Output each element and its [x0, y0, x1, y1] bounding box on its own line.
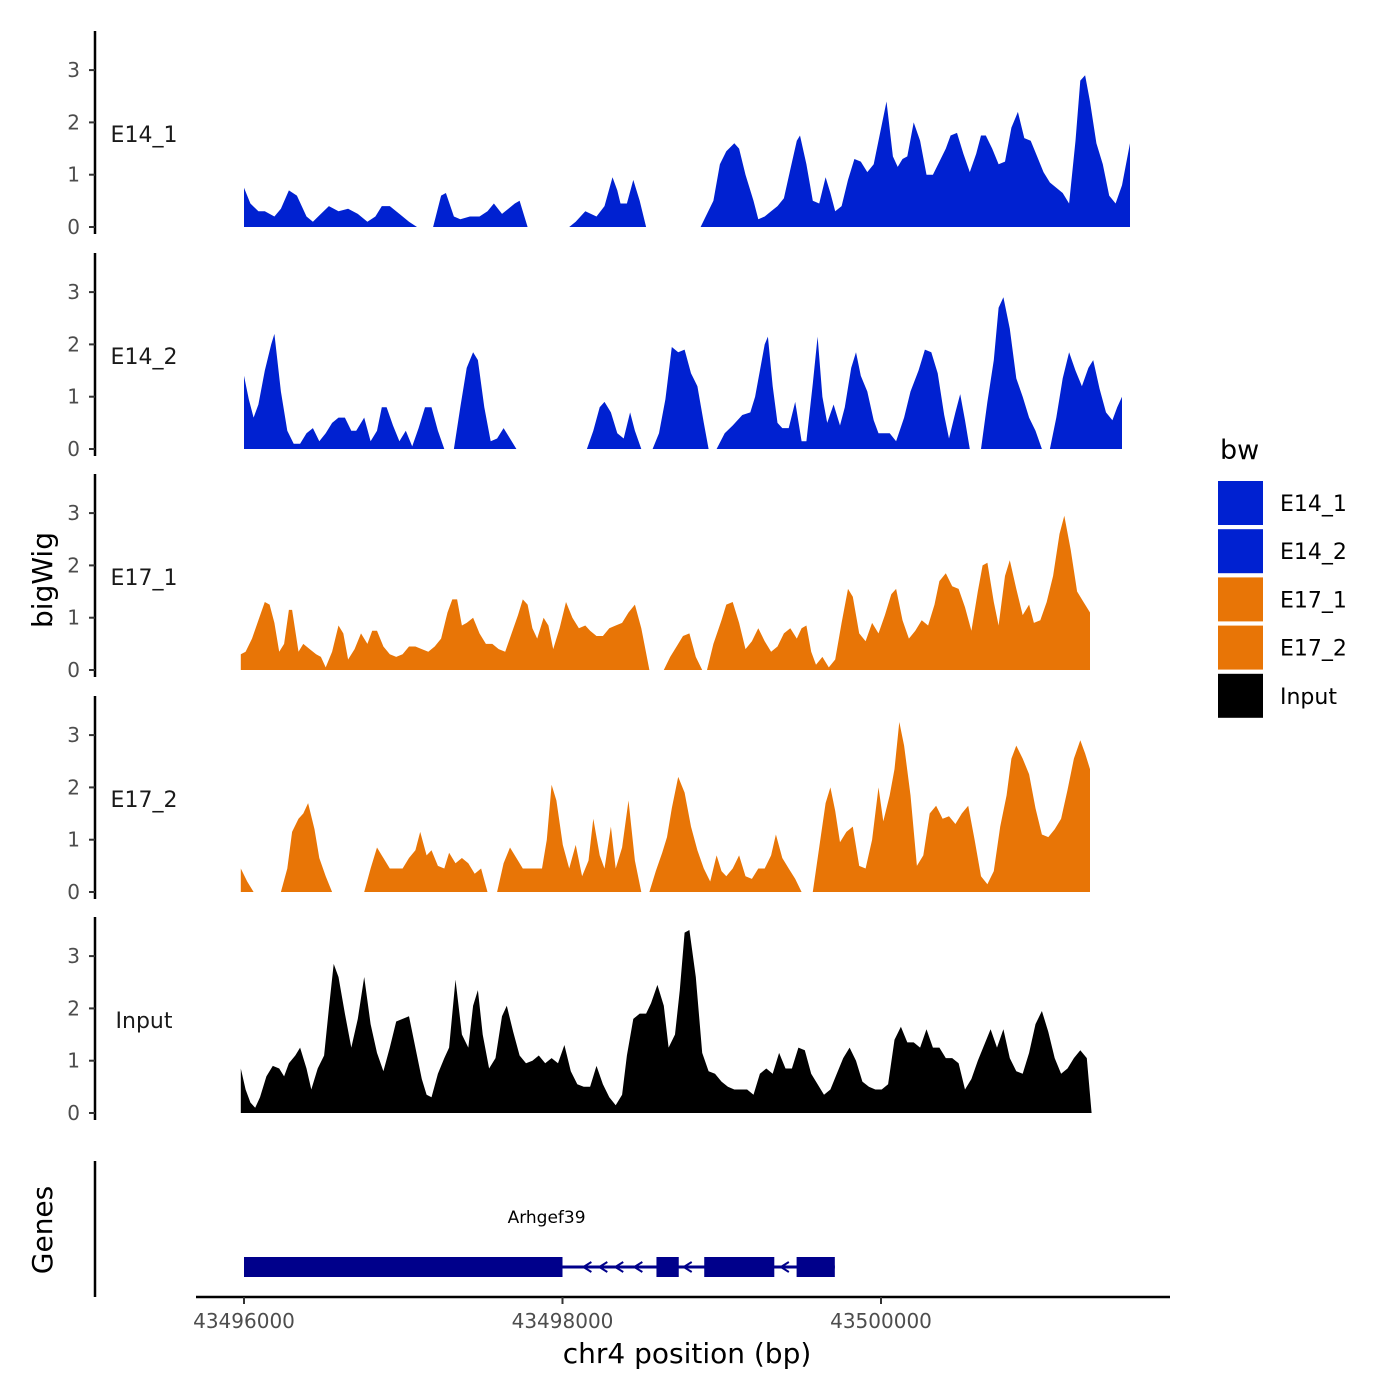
- gene-track: Arhgef39: [93, 1161, 835, 1297]
- legend-entry-label: E14_1: [1280, 492, 1347, 517]
- coverage-area: [716, 336, 970, 449]
- coverage-area: [707, 515, 1090, 670]
- y-tick-label: 2: [67, 553, 80, 577]
- coverage-area: [812, 722, 1090, 892]
- y-tick-label: 0: [67, 215, 80, 239]
- coverage-area: [497, 784, 642, 892]
- track-e14_2: 0 1 2 3 E14_2: [67, 253, 1122, 461]
- y-tick-label: 1: [67, 1049, 80, 1073]
- y-tick-label: 2: [67, 110, 80, 134]
- y-tick-label: 3: [67, 723, 80, 747]
- strand-arrow: [632, 1261, 643, 1273]
- x-axis-title: chr4 position (bp): [563, 1337, 812, 1370]
- x-tick-label: 43496000: [193, 1309, 295, 1333]
- coverage-area: [240, 599, 650, 670]
- coverage-area: [981, 297, 1042, 449]
- strand-arrow: [778, 1261, 790, 1273]
- x-tick-label: 43498000: [512, 1309, 614, 1333]
- legend-entry-label: E17_2: [1280, 637, 1347, 662]
- legend-swatch: [1218, 481, 1263, 525]
- legend-entry-label: E17_1: [1280, 588, 1347, 613]
- coverage-area: [652, 347, 709, 449]
- y-tick-label: 3: [67, 280, 80, 304]
- y-tick-label: 3: [67, 58, 80, 82]
- strand-arrow: [613, 1261, 624, 1273]
- y-tick-label: 2: [67, 332, 80, 356]
- coverage-area: [663, 633, 703, 670]
- legend-entry-label: E14_2: [1280, 540, 1347, 565]
- legend-title: bw: [1220, 435, 1259, 466]
- strand-arrow: [597, 1261, 608, 1273]
- y-tick-label: 1: [67, 606, 80, 630]
- coverage-area: [364, 831, 488, 892]
- y-tick-label: 0: [67, 1101, 80, 1125]
- y-tick-label: 3: [67, 501, 80, 525]
- y-tick-label: 2: [67, 996, 80, 1020]
- legend-swatch: [1218, 577, 1263, 622]
- bigwig-tracks: 0 1 2 3 E14_1 0 1 2 3 E14_2 0 1 2 3 E17_1 0 1 2 3 E17_2 0 1 2 3…: [67, 31, 1130, 1125]
- strand-arrow: [581, 1261, 592, 1273]
- legend: bw E14_1 E14_2 E17_1 E17_2 Input: [1218, 435, 1347, 718]
- legend-swatch: [1218, 529, 1263, 574]
- coverage-area: [244, 333, 445, 449]
- track-e17_2: 0 1 2 3 E17_2: [67, 696, 1090, 904]
- gene-name: Arhgef39: [508, 1208, 586, 1228]
- y-tick-label: 0: [67, 658, 80, 682]
- coverage-area: [569, 177, 647, 227]
- track-e14_1: 0 1 2 3 E14_1: [67, 31, 1130, 239]
- gene-exon: [656, 1257, 679, 1277]
- coverage-area: [244, 187, 417, 227]
- x-axis: 43496000 43498000 43500000: [193, 1295, 1170, 1333]
- coverage-area: [240, 930, 1092, 1113]
- y-tick-label: 0: [67, 437, 80, 461]
- coverage-area: [240, 868, 262, 892]
- coverage-area: [433, 193, 528, 227]
- track-label: E14_1: [111, 123, 178, 148]
- y-tick-label: 1: [67, 828, 80, 852]
- y-tick-label: 0: [67, 880, 80, 904]
- y-tick-label: 2: [67, 775, 80, 799]
- y-tick-label: 1: [67, 385, 80, 409]
- gene-exon: [704, 1257, 775, 1277]
- coverage-area: [280, 803, 333, 892]
- coverage-area: [586, 401, 642, 449]
- y-tick-label: 3: [67, 944, 80, 968]
- track-label: Input: [116, 1009, 173, 1034]
- gene-exon: [244, 1257, 563, 1277]
- track-label: E17_2: [111, 788, 178, 813]
- coverage-area: [1049, 352, 1122, 449]
- genes-axis-title: Genes: [26, 1186, 59, 1274]
- y-tick-label: 1: [67, 163, 80, 187]
- legend-swatch: [1218, 625, 1263, 670]
- track-label: E14_2: [111, 345, 178, 370]
- legend-swatch: [1218, 673, 1263, 718]
- gene-exon: [796, 1257, 835, 1277]
- strand-arrow: [681, 1261, 693, 1273]
- x-tick-label: 43500000: [830, 1309, 932, 1333]
- track-e17_1: 0 1 2 3 E17_1: [67, 474, 1090, 682]
- coverage-area: [453, 352, 517, 449]
- track-label: E17_1: [111, 566, 178, 591]
- legend-entry-label: Input: [1280, 685, 1337, 710]
- coverage-area: [649, 776, 802, 892]
- y-axis-title: bigWig: [26, 532, 59, 628]
- coverage-area: [700, 75, 1130, 227]
- track-input: 0 1 2 3 Input: [67, 917, 1092, 1125]
